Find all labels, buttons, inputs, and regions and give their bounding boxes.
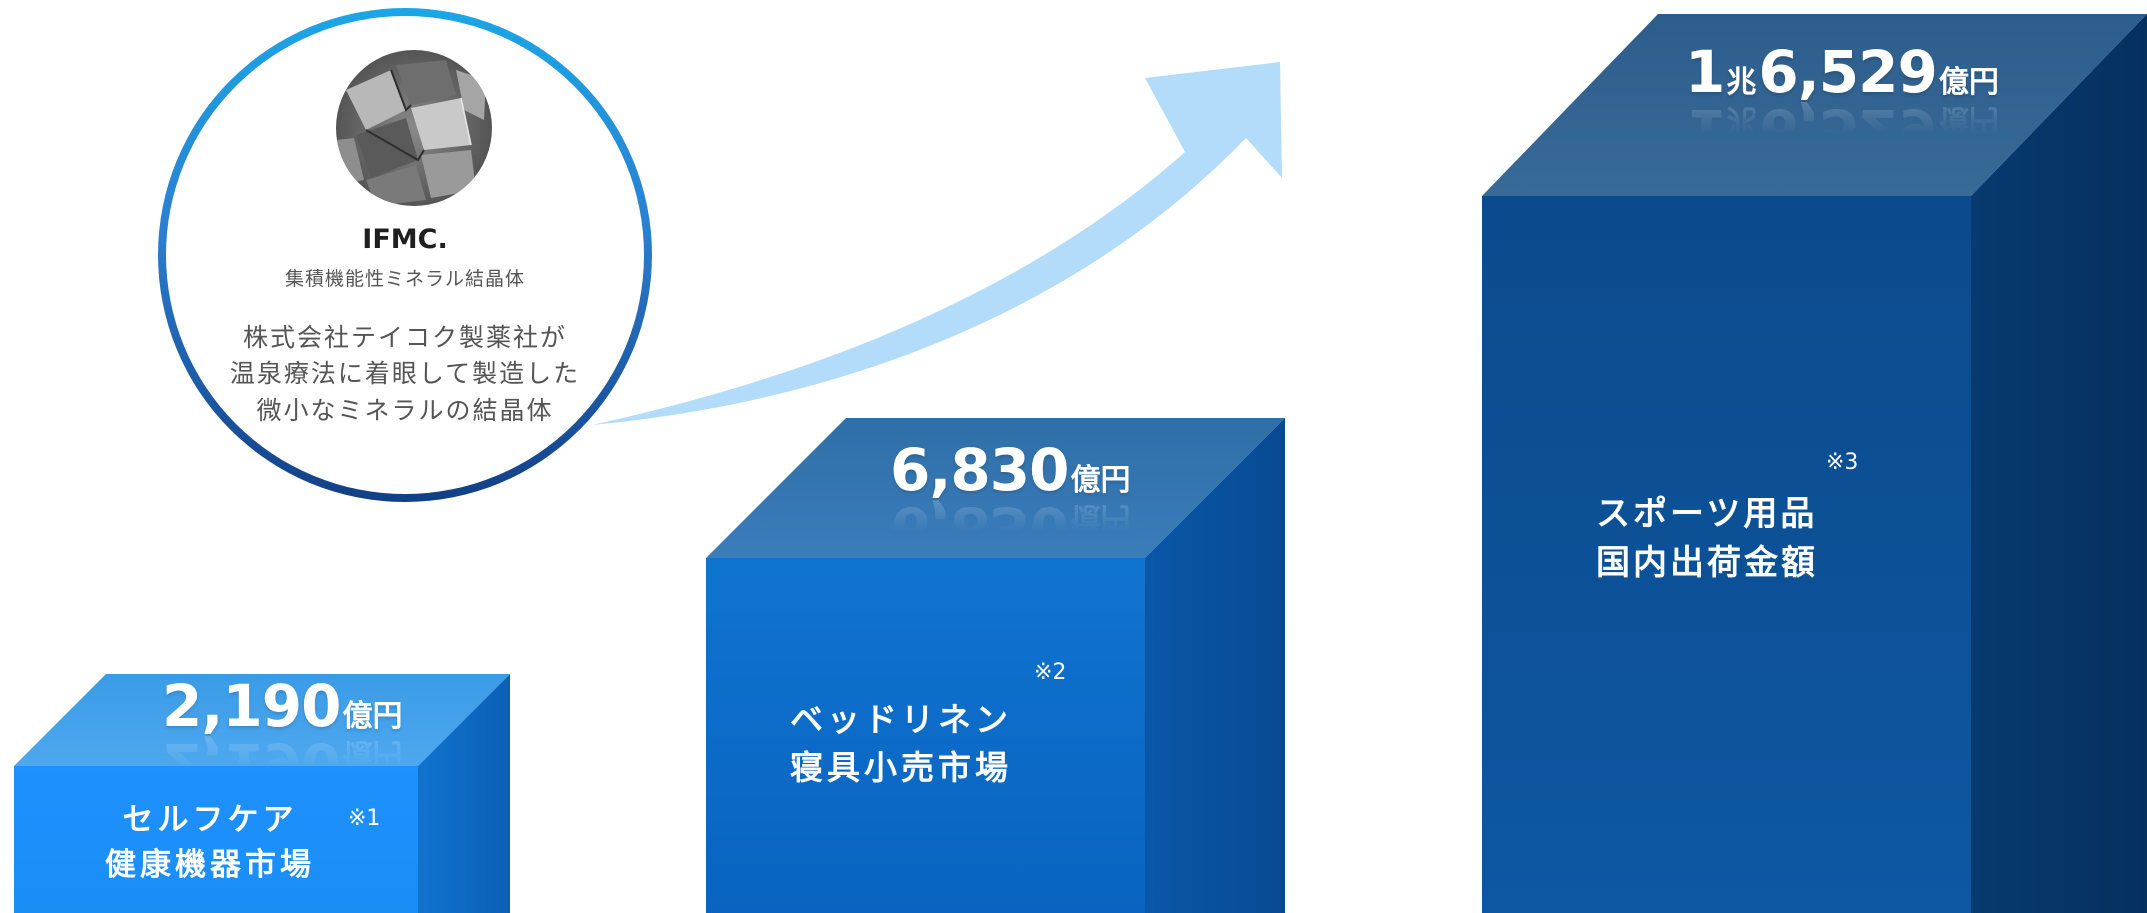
bar-box-selfcare	[14, 674, 510, 913]
ifmc-description-line: 微小なミネラルの結晶体	[256, 395, 554, 425]
bar-value-label: 6,830億円	[890, 436, 1131, 504]
bar-box-bedlinen	[706, 418, 1285, 913]
bar-box-sports	[1482, 14, 2147, 913]
footnote-marker: ※3	[1826, 450, 1859, 475]
bar-front-selfcare	[14, 766, 418, 913]
bar-side-selfcare	[418, 674, 510, 913]
ifmc-description-line: 株式会社テイコク製薬社が	[242, 323, 567, 352]
footnote-marker: ※1	[348, 806, 381, 831]
growth-arrow	[592, 62, 1282, 425]
ifmc-description: 株式会社テイコク製薬社が 温泉療法に着眼して製造した 微小なミネラルの結晶体	[196, 320, 614, 429]
footnote-marker: ※2	[1034, 660, 1067, 685]
bar-value-label: 1兆6,529億円	[1685, 38, 1999, 106]
ifmc-title: IFMC.	[362, 224, 448, 255]
ifmc-badge-inner: IFMC. 集積機能性ミネラル結晶体 株式会社テイコク製薬社が 温泉療法に着眼し…	[166, 16, 644, 494]
bar-top-selfcare	[14, 674, 510, 766]
ifmc-subtitle: 集積機能性ミネラル結晶体	[284, 268, 525, 290]
bar-top-sports	[1482, 14, 2147, 196]
bar-value-label: 2,190億円	[162, 672, 403, 740]
bar-front-bedlinen	[706, 558, 1145, 913]
bar-front-sports	[1482, 196, 1971, 913]
bar-top-bedlinen	[706, 418, 1285, 558]
bar-side-sports	[1971, 14, 2147, 913]
ifmc-badge: IFMC. 集積機能性ミネラル結晶体 株式会社テイコク製薬社が 温泉療法に着眼し…	[158, 8, 652, 502]
bar-category-label: セルフケア 健康機器市場	[105, 802, 315, 883]
mineral-crystal-photo	[336, 50, 492, 206]
bar-category-label: ベッドリネン 寝具小売市場	[790, 700, 1012, 787]
ifmc-description-line: 温泉療法に着眼して製造した	[229, 359, 581, 389]
bar-side-bedlinen	[1145, 418, 1285, 913]
bar-category-label: スポーツ用品 国内出荷金額	[1596, 494, 1818, 584]
